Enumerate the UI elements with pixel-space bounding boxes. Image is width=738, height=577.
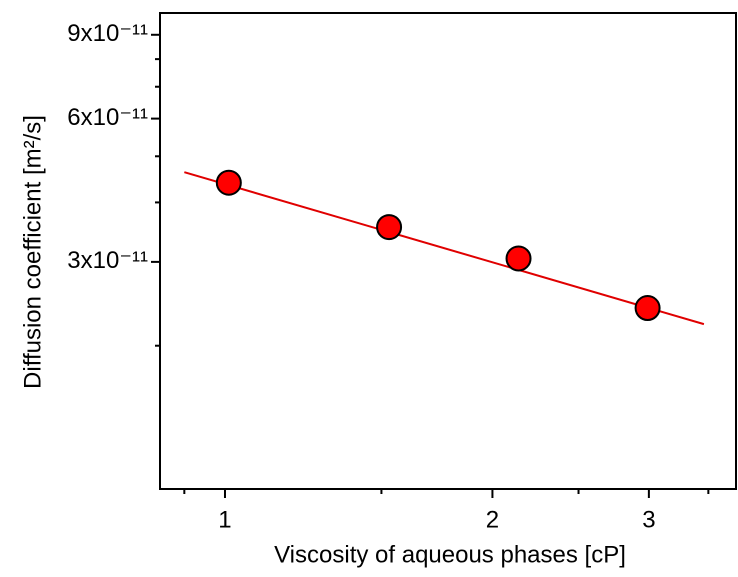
data-point [505, 245, 532, 272]
x-axis-title: Viscosity of aqueous phases [cP] [274, 541, 626, 568]
data-point [215, 169, 242, 196]
plot-frame [159, 12, 737, 490]
fit-line [184, 171, 705, 326]
data-point [634, 295, 661, 322]
y-tick-label: 6x10⁻¹¹ [67, 104, 148, 131]
y-axis-title: Diffusion coefficient [m²/s] [19, 115, 46, 389]
data-point [376, 214, 403, 241]
x-tick-label: 1 [218, 506, 231, 533]
x-tick-label: 2 [486, 506, 499, 533]
y-tick-label: 3x10⁻¹¹ [67, 247, 148, 274]
x-tick-label: 3 [642, 506, 655, 533]
y-tick-label: 9x10⁻¹¹ [67, 20, 148, 47]
